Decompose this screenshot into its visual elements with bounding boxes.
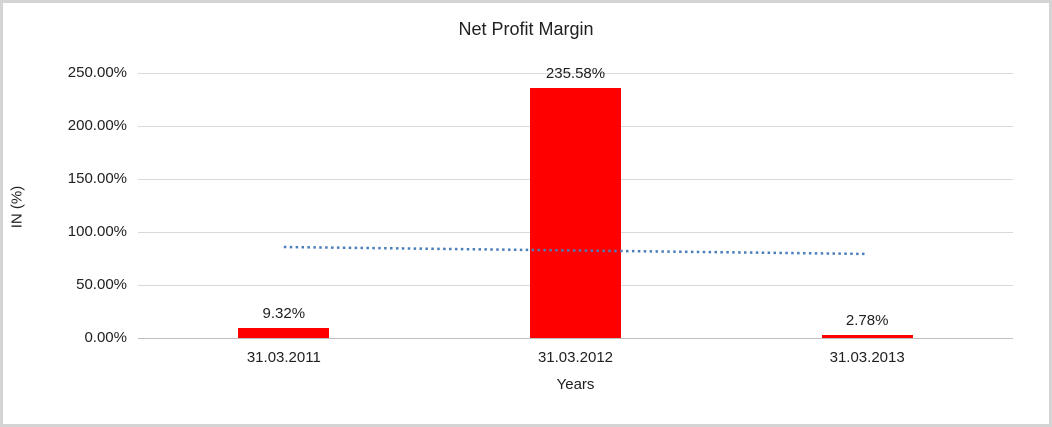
x-axis-line — [138, 338, 1013, 339]
y-tick-label: 50.00% — [76, 276, 127, 293]
x-axis-title: Years — [556, 376, 595, 393]
bar — [238, 328, 330, 338]
y-tick-label: 150.00% — [67, 170, 127, 187]
y-tick-label: 0.00% — [84, 329, 127, 346]
plot-area: 9.32% 235.58% 2.78% — [138, 65, 1013, 339]
gridline — [138, 73, 1013, 74]
y-tick-label: 100.00% — [67, 223, 127, 240]
trendline — [283, 245, 868, 256]
y-tick-label: 250.00% — [67, 64, 127, 81]
bar — [821, 335, 913, 338]
bar-value-label: 235.58% — [545, 65, 606, 83]
chart-title: Net Profit Margin — [458, 19, 594, 39]
x-tick-label: 31.03.2011 — [246, 349, 321, 366]
x-tick-label: 31.03.2012 — [537, 349, 614, 366]
x-tick-label: 31.03.2013 — [829, 349, 905, 366]
y-tick-label: 200.00% — [67, 117, 127, 134]
y-axis-title: IN (%) — [8, 185, 26, 229]
bar — [530, 88, 621, 338]
bar-value-label: 9.32% — [262, 305, 306, 323]
bar-value-label: 2.78% — [845, 312, 889, 330]
